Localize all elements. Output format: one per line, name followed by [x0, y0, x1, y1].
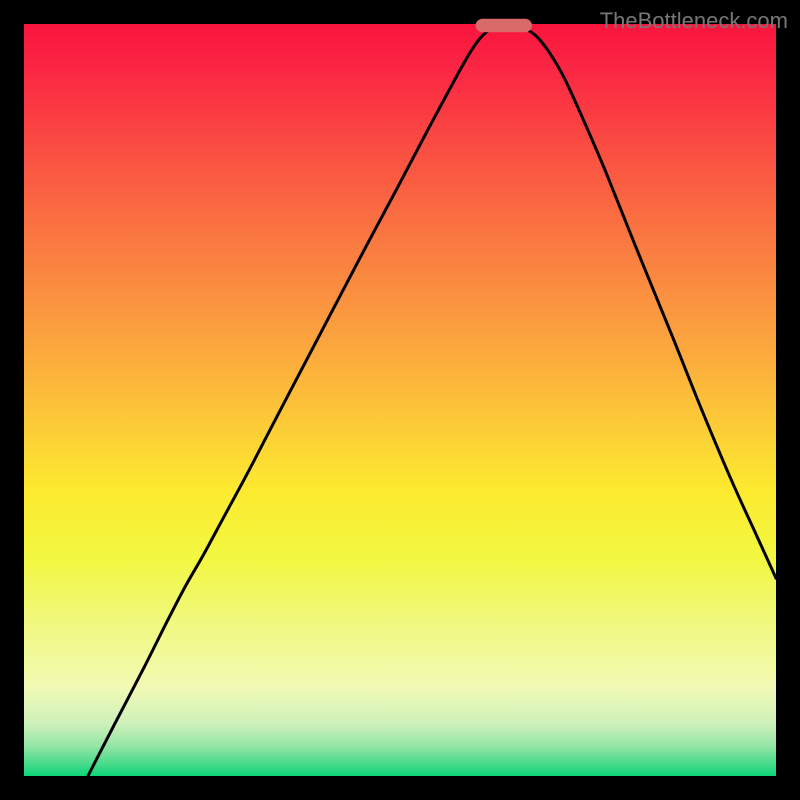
- chart-svg: [0, 0, 800, 800]
- watermark-text: TheBottleneck.com: [600, 8, 788, 34]
- optimal-point-marker: [476, 19, 532, 33]
- bottleneck-chart: TheBottleneck.com: [0, 0, 800, 800]
- chart-plot-area: [24, 24, 776, 776]
